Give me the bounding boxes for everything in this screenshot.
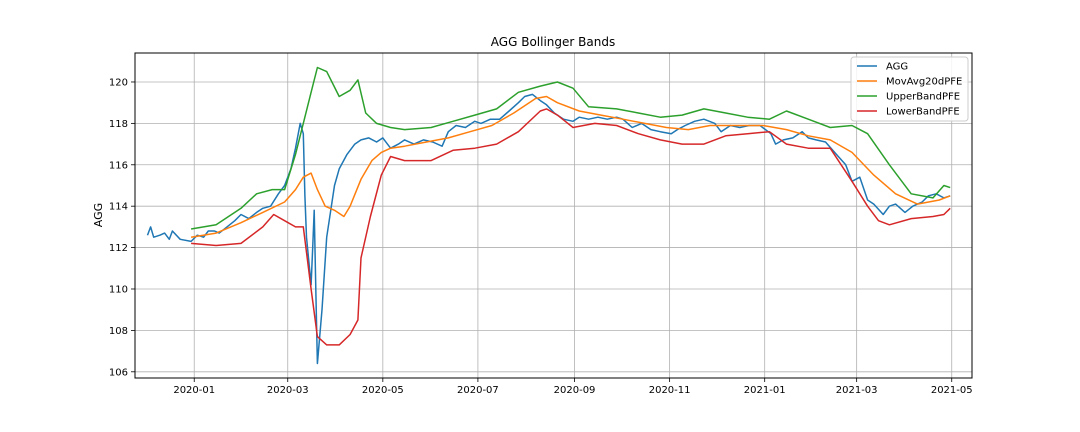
y-axis-label: AGG	[92, 203, 105, 227]
x-tick-label: 2021-05	[931, 385, 973, 396]
x-tick-label: 2020-09	[554, 385, 596, 396]
axis-ticks: 2020-01 2020-03 2020-05 2020-07 2020-09 2020-…	[109, 77, 973, 396]
y-tick-label: 110	[109, 284, 128, 295]
y-tick-label: 120	[109, 77, 128, 88]
legend-box	[850, 56, 969, 122]
legend: AGG MovAvg20dPFE UpperBandPFE LowerBandPFE	[850, 56, 969, 122]
series-line-lowerbandpfe	[191, 108, 951, 346]
legend-label: UpperBandPFE	[886, 92, 960, 103]
y-tick-label: 108	[109, 326, 128, 337]
chart-title: AGG Bollinger Bands	[491, 35, 615, 49]
legend-label: AGG	[886, 62, 908, 73]
x-tick-label: 2021-03	[836, 385, 878, 396]
plot-frame	[134, 52, 973, 379]
x-tick-label: 2020-01	[173, 385, 215, 396]
x-tick-label: 2020-05	[362, 385, 404, 396]
x-tick-label: 2020-11	[649, 385, 691, 396]
y-tick-label: 106	[109, 367, 128, 378]
x-tick-label: 2020-07	[457, 385, 499, 396]
series-line-upperbandpfe	[190, 66, 951, 230]
series-lines	[146, 66, 951, 365]
x-tick-label: 2020-03	[267, 385, 309, 396]
legend-label: MovAvg20dPFE	[886, 77, 962, 88]
series-line-movavg20dpfe	[190, 95, 951, 238]
x-tick-label: 2021-01	[744, 385, 786, 396]
legend-label: LowerBandPFE	[886, 107, 960, 118]
y-tick-label: 112	[109, 243, 128, 254]
y-tick-label: 114	[109, 202, 128, 213]
y-tick-label: 116	[109, 160, 128, 171]
y-tick-label: 118	[109, 119, 128, 130]
